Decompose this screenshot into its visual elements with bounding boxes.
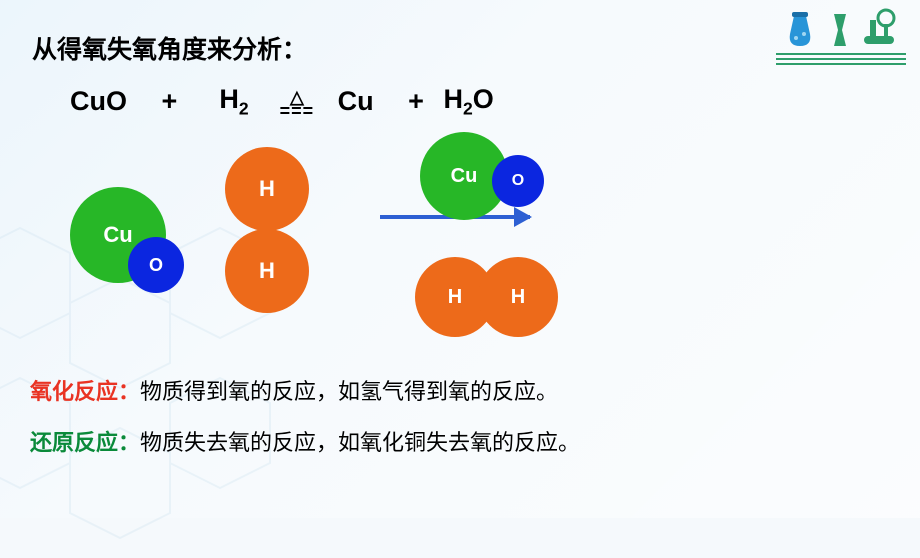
definitions: 氧化反应：物质得到氧的反应，如氢气得到氧的反应。 还原反应：物质失去氧的反应，如… — [30, 375, 890, 459]
slide-content: 从得氧失氧角度来分析： CuO + H2 △ === Cu + H2O CuOH… — [0, 0, 920, 518]
eq-cu: Cu — [338, 86, 374, 117]
eq-heat-sign: △ === — [280, 86, 315, 118]
slide-title: 从得氧失氧角度来分析： — [32, 30, 890, 66]
def-oxidation: 氧化反应：物质得到氧的反应，如氢气得到氧的反应。 — [30, 375, 890, 408]
atom-h1-left: H — [225, 147, 309, 231]
def-reduction: 还原反应：物质失去氧的反应，如氧化铜失去氧的反应。 — [30, 426, 890, 459]
chemical-equation: CuO + H2 △ === Cu + H2O — [70, 84, 890, 119]
atom-o-right: O — [492, 155, 544, 207]
eq-h2: H2 — [219, 84, 248, 119]
molecule-diagram: CuOHHCuOHH — [30, 137, 890, 357]
atom-h2-right: H — [478, 257, 558, 337]
eq-h2o: H2O — [443, 84, 493, 119]
eq-cuo: CuO — [70, 86, 127, 117]
eq-plus-2: + — [408, 86, 424, 117]
atom-h2-left: H — [225, 229, 309, 313]
eq-plus-1: + — [162, 86, 178, 117]
atom-o-left: O — [128, 237, 184, 293]
